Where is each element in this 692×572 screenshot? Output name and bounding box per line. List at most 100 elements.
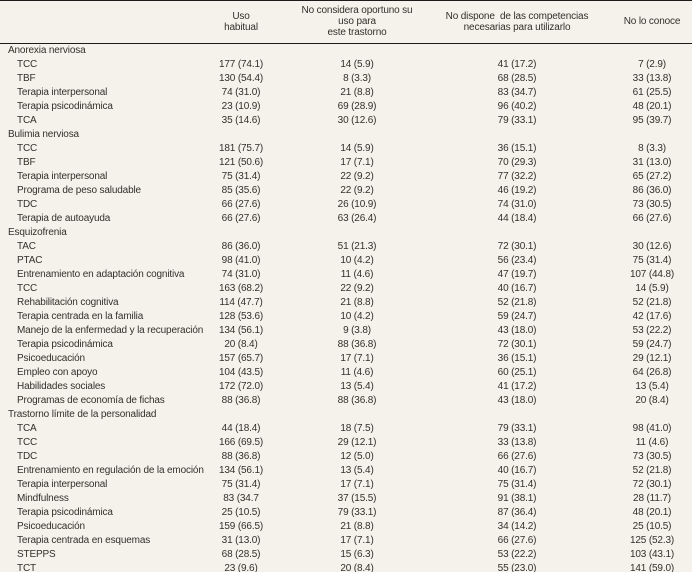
cell-value: 41 (17.2) bbox=[497, 381, 537, 392]
column-header-uso-habitual: Uso habitual bbox=[190, 0, 292, 44]
cell-value: 20 (8.4) bbox=[635, 395, 669, 406]
row-label: Programa de peso saludable bbox=[17, 185, 141, 196]
cell-value: 41 (17.2) bbox=[497, 59, 537, 70]
row-label: PTAC bbox=[17, 255, 43, 266]
cell-value: 51 (21.3) bbox=[337, 241, 377, 252]
row-label: Entrenamiento en adaptación cognitiva bbox=[17, 269, 185, 280]
row-label: Terapia centrada en la familia bbox=[17, 311, 144, 322]
cell-value: 48 (20.1) bbox=[632, 101, 672, 112]
cell-value: 42 (17.6) bbox=[632, 311, 672, 322]
cell-value: 13 (5.4) bbox=[635, 381, 669, 392]
cell-value: 63 (26.4) bbox=[337, 213, 377, 224]
cell-value: 66 (27.6) bbox=[632, 213, 672, 224]
cell-value: 11 (4.6) bbox=[340, 367, 374, 378]
cell-value: 36 (15.1) bbox=[497, 353, 537, 364]
cell-value: 22 (9.2) bbox=[340, 283, 374, 294]
cell-value: 44 (18.4) bbox=[221, 423, 261, 434]
row-label: STEPPS bbox=[17, 549, 56, 560]
cell-value: 36 (15.1) bbox=[497, 143, 537, 154]
cell-value: 73 (30.5) bbox=[632, 451, 672, 462]
section-label: Bulimia nerviosa bbox=[8, 129, 79, 140]
cell-value: 72 (30.1) bbox=[497, 339, 537, 350]
cell-value: 72 (30.1) bbox=[497, 241, 537, 252]
cell-value: 66 (27.6) bbox=[497, 451, 537, 462]
cell-value: 34 (14.2) bbox=[497, 521, 537, 532]
cell-value: 30 (12.6) bbox=[337, 115, 377, 126]
cell-value: 134 (56.1) bbox=[218, 325, 264, 336]
table-row: TCC 166 (69.5) 29 (12.1) 33 (13.8) 11 (4.6) bbox=[0, 436, 692, 450]
cell-value: 17 (7.1) bbox=[340, 535, 374, 546]
cell-value: 52 (21.8) bbox=[632, 297, 672, 308]
cell-value: 96 (40.2) bbox=[497, 101, 537, 112]
cell-value: 37 (15.5) bbox=[337, 493, 377, 504]
row-label: Programas de economía de fichas bbox=[17, 395, 165, 406]
table-row: TCT 23 (9.6) 20 (8.4) 55 (23.0) 141 (59.0) bbox=[0, 562, 692, 572]
cell-value: 66 (27.6) bbox=[221, 199, 261, 210]
table-row: Manejo de la enfermedad y la recuperació… bbox=[0, 324, 692, 338]
cell-value: 13 (5.4) bbox=[340, 381, 374, 392]
table-body: Anorexia nerviosa TCC 177 (74.1) 14 (5.9) 41… bbox=[0, 44, 692, 572]
row-label: Terapia de autoayuda bbox=[17, 213, 111, 224]
row-label: Terapia centrada en esquemas bbox=[17, 535, 151, 546]
cell-value: 64 (26.8) bbox=[632, 367, 672, 378]
table-row: Empleo con apoyo 104 (43.5) 11 (4.6) 60 (25… bbox=[0, 366, 692, 380]
table-row: Entrenamiento en regulación de la emoció… bbox=[0, 464, 692, 478]
cell-value: 66 (27.6) bbox=[497, 535, 537, 546]
table-row: Psicoeducación 157 (65.7) 17 (7.1) 36 (15.1… bbox=[0, 352, 692, 366]
cell-value: 128 (53.6) bbox=[218, 311, 264, 322]
cell-value: 20 (8.4) bbox=[292, 562, 422, 572]
cell-value: 8 (3.3) bbox=[343, 73, 371, 84]
table-row: Terapia psicodinámica 20 (8.4) 88 (36.8) 72… bbox=[0, 338, 692, 352]
row-label: TCT bbox=[0, 562, 190, 572]
row-label: Terapia interpersonal bbox=[17, 171, 108, 182]
cell-value: 13 (5.4) bbox=[340, 465, 374, 476]
cell-value: 25 (10.5) bbox=[221, 507, 261, 518]
table-row: Psicoeducación 159 (66.5) 21 (8.8) 34 (14.2… bbox=[0, 520, 692, 534]
cell-value: 166 (69.5) bbox=[218, 437, 264, 448]
cell-value: 22 (9.2) bbox=[340, 185, 374, 196]
cell-value: 95 (39.7) bbox=[632, 115, 672, 126]
table-row: Programas de economía de fichas 88 (36.8)… bbox=[0, 394, 692, 408]
row-label: Terapia psicodinámica bbox=[17, 507, 113, 518]
cell-value: 26 (10.9) bbox=[337, 199, 377, 210]
cell-value: 31 (13.0) bbox=[632, 157, 672, 168]
cell-value: 52 (21.8) bbox=[497, 297, 537, 308]
row-label: Entrenamiento en regulación de la emoció… bbox=[17, 465, 204, 476]
cell-value: 104 (43.5) bbox=[218, 367, 264, 378]
row-label: TCC bbox=[17, 59, 38, 70]
cell-value: 91 (38.1) bbox=[497, 493, 537, 504]
header-row: Uso habitual No considera oportuno su us… bbox=[0, 0, 692, 44]
cell-value: 53 (22.2) bbox=[632, 325, 672, 336]
cell-value: 48 (20.1) bbox=[632, 507, 672, 518]
table-row: Terapia psicodinámica 25 (10.5) 79 (33.1) 8… bbox=[0, 506, 692, 520]
table-row: Mindfulness 83 (34.7 37 (15.5) 91 (38.1) 28 … bbox=[0, 492, 692, 506]
cell-value: 86 (36.0) bbox=[632, 185, 672, 196]
row-label: Habilidades sociales bbox=[17, 381, 106, 392]
cell-value: 14 (5.9) bbox=[340, 143, 374, 154]
row-label: Terapia interpersonal bbox=[17, 479, 108, 490]
table-row: Habilidades sociales 172 (72.0) 13 (5.4) 41… bbox=[0, 380, 692, 394]
table-row: TCC 163 (68.2) 22 (9.2) 40 (16.7) 14 (5.9) bbox=[0, 282, 692, 296]
table-row: TDC 66 (27.6) 26 (10.9) 74 (31.0) 73 (30.5) bbox=[0, 198, 692, 212]
cell-value: 72 (30.1) bbox=[632, 479, 672, 490]
cell-value: 60 (25.1) bbox=[497, 367, 537, 378]
table-row: Terapia centrada en esquemas 31 (13.0) 17 … bbox=[0, 534, 692, 548]
cell-value: 79 (33.1) bbox=[497, 423, 537, 434]
cell-value: 46 (19.2) bbox=[497, 185, 537, 196]
row-label: Terapia psicodinámica bbox=[17, 339, 113, 350]
cell-value: 17 (7.1) bbox=[340, 157, 374, 168]
table-row: PTAC 98 (41.0) 10 (4.2) 56 (23.4) 75 (31.4) bbox=[0, 254, 692, 268]
table-row: Terapia interpersonal 74 (31.0) 21 (8.8) 83… bbox=[0, 86, 692, 100]
cell-value: 86 (36.0) bbox=[221, 241, 261, 252]
cell-value: 21 (8.8) bbox=[340, 297, 374, 308]
cell-value: 74 (31.0) bbox=[221, 87, 261, 98]
cell-value: 74 (31.0) bbox=[497, 199, 537, 210]
column-header-no-competencias: No dispone de las competencias necesaria… bbox=[422, 0, 612, 44]
cell-value: 22 (9.2) bbox=[340, 171, 374, 182]
cell-value: 33 (13.8) bbox=[632, 73, 672, 84]
row-label: Mindfulness bbox=[17, 493, 69, 504]
row-label: TCC bbox=[17, 437, 38, 448]
cell-value: 20 (8.4) bbox=[224, 339, 258, 350]
section-label: Anorexia nerviosa bbox=[8, 45, 86, 56]
